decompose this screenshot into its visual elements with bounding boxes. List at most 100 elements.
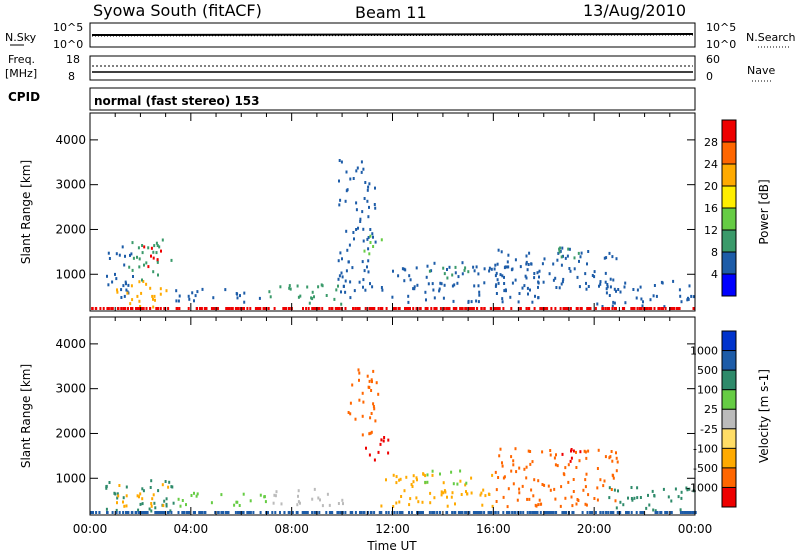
scatter-point-6	[417, 500, 420, 504]
xtick-label: 00:00	[73, 522, 108, 536]
colorbar-tick-label: 25	[704, 403, 718, 416]
scatter-point-6	[374, 206, 377, 210]
scatter-point-3	[321, 504, 324, 508]
scatter-point-6	[355, 201, 358, 205]
scatter-point-ground	[420, 511, 423, 514]
scatter-point-2	[155, 241, 158, 245]
scatter-point-8	[454, 271, 457, 275]
scatter-point-2	[190, 494, 193, 497]
scatter-point-1	[129, 302, 132, 306]
scatter-point-ground	[210, 307, 213, 310]
scatter-point-5	[269, 295, 272, 299]
scatter-point-1	[151, 294, 154, 298]
scatter-point-ground	[241, 511, 244, 514]
scatter-point-ground	[368, 307, 371, 310]
scatter-point-ground	[187, 307, 190, 310]
scatter-point-ground	[522, 511, 525, 514]
scatter-point-ground	[393, 511, 396, 514]
scatter-point-ground	[545, 307, 548, 310]
colorbar-tick-label: 1000	[690, 345, 718, 358]
scatter-point-5	[387, 438, 390, 442]
scatter-point-10	[504, 265, 507, 269]
scatter-point-0	[153, 501, 156, 505]
scatter-point-8	[495, 500, 498, 503]
scatter-point-ground	[328, 511, 331, 514]
nsearch-trace	[91, 34, 694, 37]
scatter-point-7	[424, 480, 427, 484]
scatter-point-ground	[301, 511, 304, 514]
scatter-point-2	[156, 260, 159, 264]
scatter-point-6	[367, 215, 370, 219]
scatter-point-10	[670, 499, 673, 503]
colorbar-swatch	[722, 208, 736, 231]
scatter-point-ground	[569, 307, 572, 310]
scatter-point-ground	[664, 307, 667, 310]
scatter-point-8	[541, 262, 544, 266]
scatter-point-8	[525, 476, 528, 480]
scatter-point-4	[347, 411, 350, 414]
scatter-point-ground	[228, 307, 231, 310]
scatter-point-8	[512, 482, 515, 486]
scatter-point-4	[354, 417, 357, 421]
scatter-point-ground	[439, 511, 442, 514]
scatter-point-0	[125, 288, 128, 292]
scatter-point-8	[510, 469, 513, 473]
scatter-point-9	[446, 276, 449, 280]
scatter-point-10	[653, 494, 656, 498]
scatter-point-12	[663, 305, 666, 309]
scatter-point-ground	[321, 307, 324, 310]
scatter-point-8	[426, 264, 429, 268]
scatter-point-ground	[688, 511, 691, 514]
scatter-point-8	[523, 467, 526, 471]
scatter-point-8	[563, 473, 566, 477]
scatter-point-12	[672, 279, 675, 283]
scatter-point-6	[369, 282, 371, 286]
scatter-point-10	[538, 269, 541, 273]
scatter-point-1	[116, 501, 118, 505]
scatter-point-1	[138, 299, 141, 303]
scatter-point-ground	[404, 307, 406, 310]
colorbar-tick-label: 8	[711, 246, 718, 259]
scatter-point-ground	[352, 307, 354, 310]
scatter-point-0	[142, 489, 145, 493]
scatter-point-0	[150, 479, 153, 483]
scatter-point-8	[610, 450, 613, 453]
colorbar-tick-label: 500	[697, 364, 718, 377]
scatter-point-6	[372, 235, 374, 239]
scatter-point-6	[395, 481, 398, 485]
scatter-point-1	[116, 288, 118, 292]
scatter-point-7	[456, 482, 459, 486]
scatter-point-ground	[306, 511, 309, 514]
scatter-point-ground	[246, 307, 249, 310]
scatter-point-12	[636, 288, 639, 292]
scatter-point-5	[299, 294, 302, 298]
scatter-point-ground	[212, 307, 215, 310]
scatter-point-ground	[683, 511, 686, 514]
scatter-point-4	[366, 374, 369, 378]
scatter-point-8	[425, 298, 427, 302]
scatter-point-ground	[241, 307, 244, 310]
scatter-point-6	[400, 495, 403, 498]
scatter-point-ground	[349, 511, 352, 514]
scatter-point-ground	[611, 307, 614, 310]
scatter-point-6	[367, 185, 370, 189]
freq-tick-top: 18	[66, 53, 80, 66]
scatter-point-8	[451, 284, 454, 288]
scatter-point-ground	[474, 511, 477, 514]
scatter-point-8	[575, 450, 577, 454]
scatter-point-10	[688, 487, 691, 491]
scatter-point-8	[512, 459, 515, 463]
scatter-point-12	[615, 289, 617, 293]
scatter-point-5	[382, 439, 385, 443]
scatter-point-10	[608, 251, 611, 255]
scatter-point-8	[553, 456, 556, 460]
scatter-point-6	[470, 476, 473, 480]
scatter-point-6	[442, 491, 445, 495]
scatter-point-ground	[410, 511, 413, 514]
scatter-point-4	[177, 299, 180, 303]
x-axis: 00:00 04:00 08:00 12:00 16:00 20:00 00:00	[73, 522, 713, 536]
scatter-point-ground	[398, 307, 401, 310]
scatter-point-6	[368, 182, 371, 186]
scatter-point-3	[319, 498, 321, 502]
scatter-point-ground	[285, 307, 288, 310]
